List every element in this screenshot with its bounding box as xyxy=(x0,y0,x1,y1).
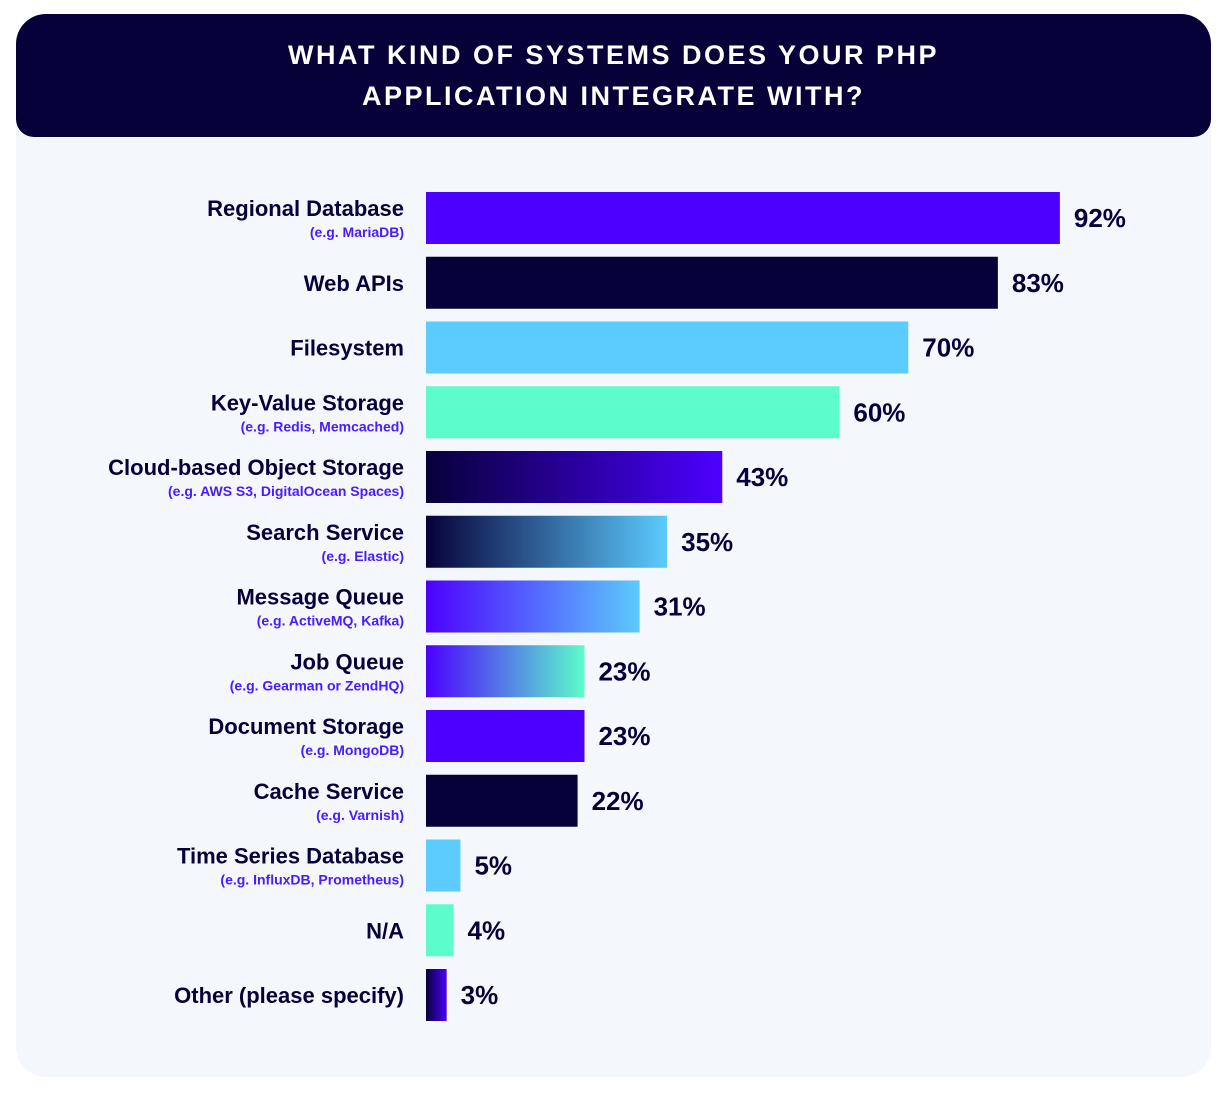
category-label: N/A xyxy=(366,918,404,943)
bar xyxy=(426,580,640,633)
category-sublabel: (e.g. MongoDB) xyxy=(301,742,404,758)
data-label: 92% xyxy=(1074,203,1126,233)
category-sublabel: (e.g. Gearman or ZendHQ) xyxy=(230,677,404,693)
bar xyxy=(426,386,840,439)
data-label: 4% xyxy=(468,915,506,945)
category-sublabel: (e.g. MariaDB) xyxy=(310,224,404,240)
data-label: 3% xyxy=(461,980,499,1010)
data-label: 60% xyxy=(853,397,905,427)
category-label: Job Queue xyxy=(290,649,404,674)
category-label: Time Series Database xyxy=(177,844,404,869)
data-label: 43% xyxy=(736,462,788,492)
bar xyxy=(426,192,1060,244)
category-label: Key-Value Storage xyxy=(211,390,404,415)
category-label: Cache Service xyxy=(254,779,404,804)
title-banner: WHAT KIND OF SYSTEMS DOES YOUR PHP APPLI… xyxy=(16,14,1211,137)
category-sublabel: (e.g. AWS S3, DigitalOcean Spaces) xyxy=(168,483,404,499)
bar xyxy=(426,710,585,762)
data-label: 35% xyxy=(681,527,733,557)
category-label: Other (please specify) xyxy=(174,983,404,1008)
data-label: 5% xyxy=(474,851,512,881)
category-sublabel: (e.g. Elastic) xyxy=(322,548,404,564)
bar xyxy=(426,904,454,957)
chart-card: WHAT KIND OF SYSTEMS DOES YOUR PHP APPLI… xyxy=(16,14,1211,1077)
bar xyxy=(426,256,998,309)
category-label: Regional Database xyxy=(207,196,404,221)
bar xyxy=(426,321,909,374)
category-sublabel: (e.g. InfluxDB, Prometheus) xyxy=(220,872,404,888)
category-label: Filesystem xyxy=(290,336,404,361)
bar xyxy=(426,774,578,827)
chart-title: WHAT KIND OF SYSTEMS DOES YOUR PHP APPLI… xyxy=(287,39,940,111)
bar xyxy=(426,969,447,1021)
data-label: 23% xyxy=(598,721,650,751)
bar xyxy=(426,451,723,503)
data-label: 83% xyxy=(1012,268,1064,298)
data-label: 31% xyxy=(654,592,706,622)
category-label: Cloud-based Object Storage xyxy=(108,455,404,480)
data-label: 23% xyxy=(598,656,650,686)
category-sublabel: (e.g. Redis, Memcached) xyxy=(241,418,404,434)
category-label: Message Queue xyxy=(236,585,404,610)
bar xyxy=(426,839,461,892)
data-label: 22% xyxy=(592,786,644,816)
category-label: Web APIs xyxy=(304,271,404,296)
bar xyxy=(426,515,668,568)
category-sublabel: (e.g. ActiveMQ, Kafka) xyxy=(257,613,404,629)
data-label: 70% xyxy=(922,333,974,363)
bar xyxy=(426,645,585,698)
category-sublabel: (e.g. Varnish) xyxy=(316,807,404,823)
category-label: Document Storage xyxy=(208,714,404,739)
category-label: Search Service xyxy=(246,520,404,545)
